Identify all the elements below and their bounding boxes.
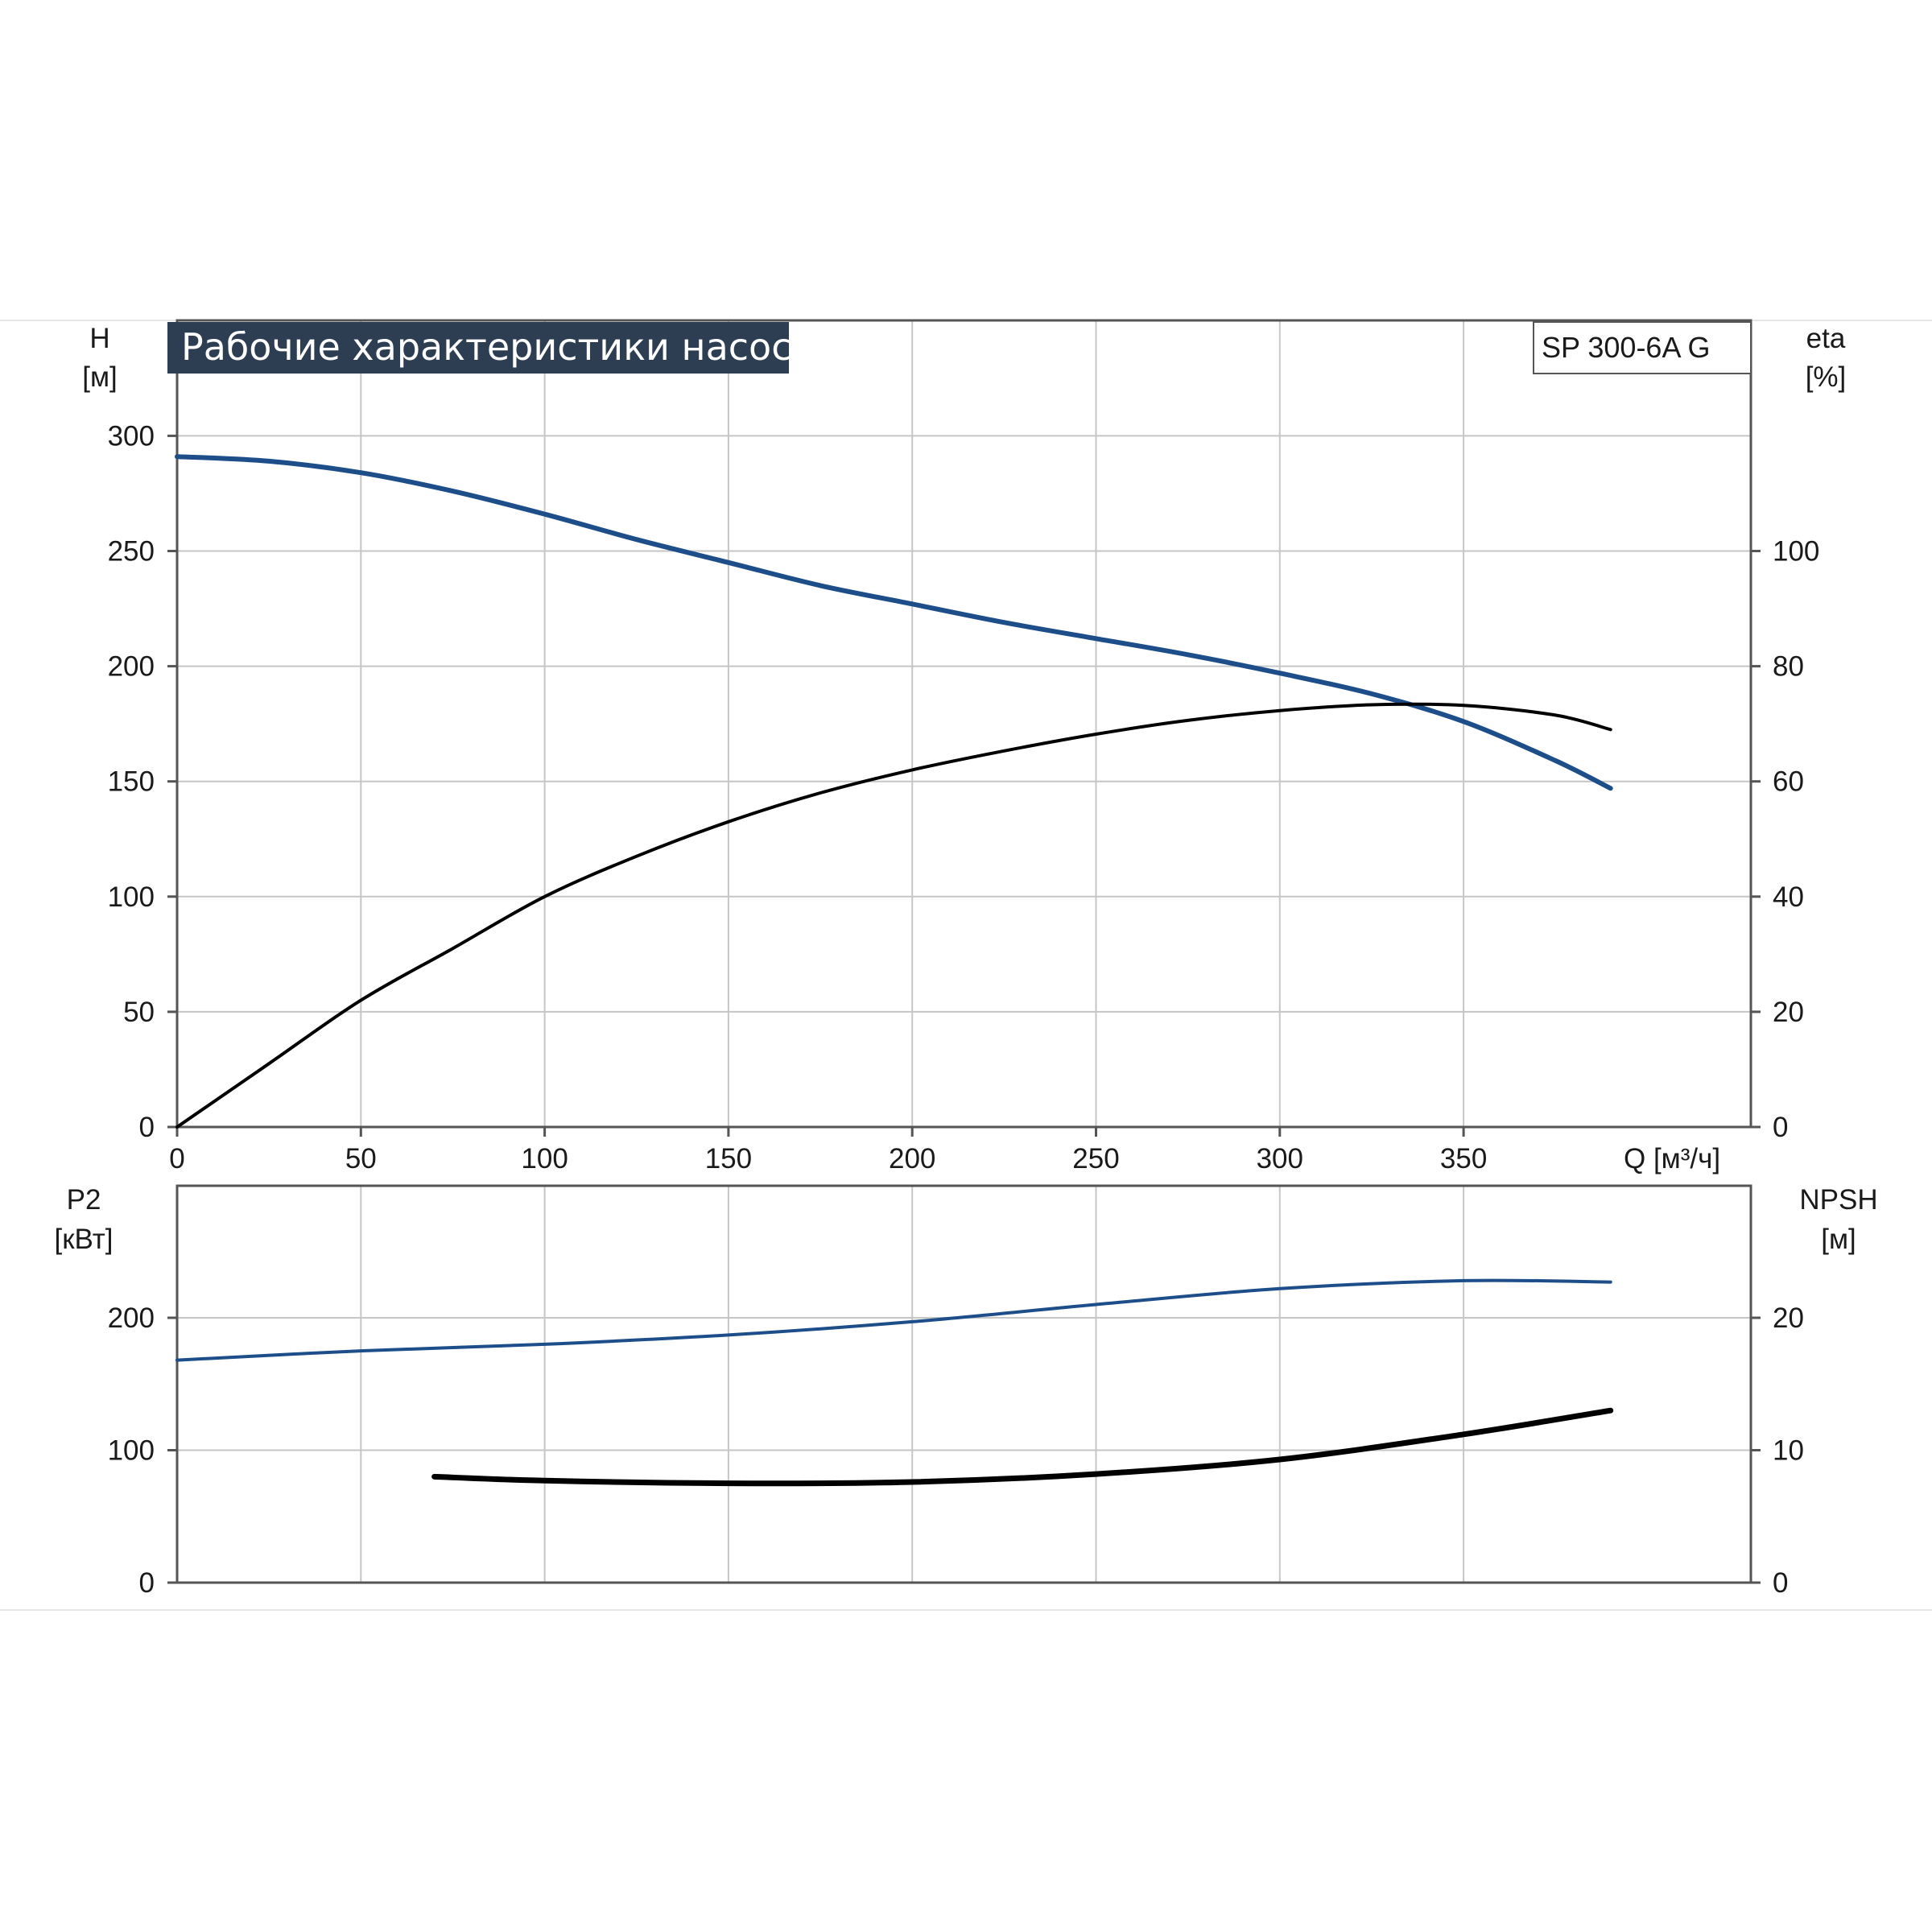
top-left-axis-unit: [м] bbox=[82, 361, 118, 393]
top-right-tick-label: 0 bbox=[1773, 1112, 1788, 1143]
npsh-curve bbox=[431, 1407, 1614, 1487]
top-right-tick-label: 80 bbox=[1773, 651, 1804, 683]
top-left-tick-label: 150 bbox=[108, 766, 155, 798]
top-right-tick-label: 40 bbox=[1773, 881, 1804, 913]
top-right-axis-unit: [%] bbox=[1806, 361, 1847, 393]
top-left-tick-label: 0 bbox=[139, 1112, 155, 1143]
x-tick-label: 100 bbox=[521, 1143, 568, 1174]
top-left-axis-name: H bbox=[89, 323, 109, 354]
x-tick-label: 250 bbox=[1072, 1143, 1119, 1174]
x-tick-label: 0 bbox=[169, 1143, 184, 1174]
top-right-tick-label: 60 bbox=[1773, 766, 1804, 798]
bottom-left-axis-name: P2 bbox=[67, 1184, 101, 1216]
bottom-plot-frame bbox=[175, 1184, 1752, 1584]
top-left-tick-label: 250 bbox=[108, 536, 155, 568]
model-label: SP 300-6A G bbox=[1542, 331, 1710, 364]
tick-layer: 0 50 100 150 200 250 300 3500501001502002503000… bbox=[108, 420, 1820, 1599]
top-right-tick-label: 100 bbox=[1773, 536, 1819, 568]
x-tick-label: 200 bbox=[889, 1143, 935, 1174]
series-layer bbox=[175, 454, 1614, 1487]
bottom-right-tick-label: 20 bbox=[1773, 1302, 1804, 1334]
x-tick-label: 350 bbox=[1440, 1143, 1487, 1174]
bottom-right-tick-label: 0 bbox=[1773, 1567, 1788, 1599]
top-plot-frame bbox=[175, 319, 1752, 1129]
top-left-tick-label: 100 bbox=[108, 881, 155, 913]
bottom-right-axis-unit: [м] bbox=[1821, 1224, 1856, 1255]
top-left-tick-label: 50 bbox=[123, 997, 155, 1028]
chart-title: Рабочие характеристики насоса bbox=[181, 325, 815, 369]
head-curve bbox=[175, 454, 1613, 791]
grid-layer bbox=[177, 320, 1751, 1583]
bottom-left-tick-label: 100 bbox=[108, 1435, 155, 1467]
top-left-tick-label: 300 bbox=[108, 420, 155, 452]
efficiency-curve bbox=[175, 702, 1612, 1129]
power-p2-curve bbox=[175, 1278, 1612, 1362]
bottom-right-tick-label: 10 bbox=[1773, 1435, 1804, 1467]
chart-title-box bbox=[167, 322, 789, 374]
x-axis-label: Q [м³/ч] bbox=[1624, 1143, 1720, 1174]
top-right-tick-label: 20 bbox=[1773, 997, 1804, 1028]
bottom-left-axis-unit: [кВт] bbox=[55, 1224, 114, 1255]
top-left-tick-label: 200 bbox=[108, 651, 155, 683]
bottom-left-tick-label: 200 bbox=[108, 1302, 155, 1334]
x-tick-label: 150 bbox=[705, 1143, 752, 1174]
bottom-right-axis-name: NPSH bbox=[1799, 1184, 1877, 1216]
top-right-axis-name: eta bbox=[1806, 323, 1846, 354]
bottom-left-tick-label: 0 bbox=[139, 1567, 155, 1599]
model-label-box bbox=[1533, 321, 1752, 374]
x-tick-label: 300 bbox=[1257, 1143, 1303, 1174]
x-tick-label: 50 bbox=[345, 1143, 377, 1174]
